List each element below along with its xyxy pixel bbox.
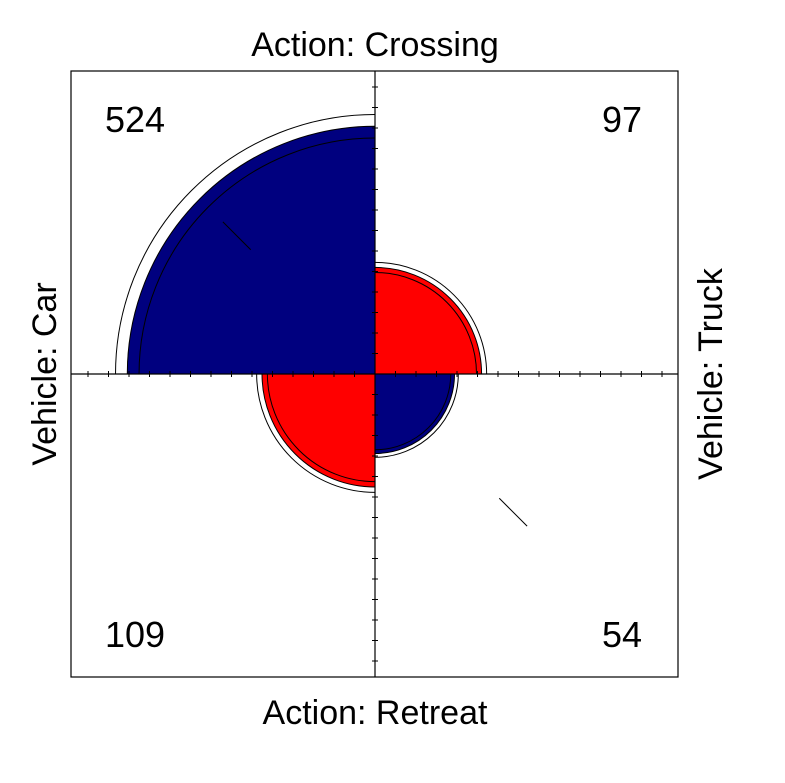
label-bottom: Action: Retreat [263,694,488,732]
diagonal-line-upper-left [222,221,252,251]
count-retreat-car: 109 [105,614,165,655]
confidence-ring-retreat-car-outer [256,373,376,493]
confidence-ring-retreat-car-inner [266,373,376,483]
confidence-ring-retreat-truck-outer [374,373,459,458]
quadrant-crossing-car [126,125,376,375]
confidence-ring-crossing-truck-outer [374,261,488,375]
quadrant-retreat-car [261,373,376,488]
confidence-ring-retreat-truck-inner [374,373,452,451]
count-crossing-car: 524 [105,99,165,140]
quadrant-shapes [115,114,528,527]
diagonal-line-lower-right [498,497,528,527]
count-crossing-truck: 97 [602,99,642,140]
confidence-ring-crossing-car-inner [138,137,376,375]
confidence-ring-crossing-car-outer [115,114,376,375]
axis-ticks [87,86,663,662]
label-top: Action: Crossing [251,26,499,64]
quadrant-retreat-truck [374,373,456,455]
quadrant-crossing-truck [374,266,483,375]
count-retreat-truck: 54 [602,614,642,655]
label-left: Vehicle: Car [26,282,64,465]
confidence-ring-crossing-truck-inner [374,271,478,375]
label-right: Vehicle: Truck [692,267,730,480]
